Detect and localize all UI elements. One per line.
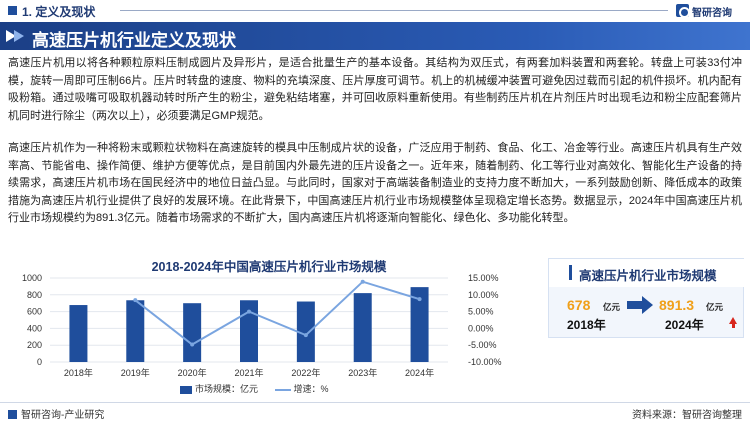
growth-point bbox=[360, 279, 365, 284]
footer-marker-icon bbox=[8, 410, 17, 419]
growth-point bbox=[417, 297, 422, 302]
end-year: 2024年 bbox=[665, 318, 704, 332]
bar-2022年 bbox=[296, 301, 315, 362]
header-divider bbox=[120, 10, 668, 11]
y-left-tick-label: 1000 bbox=[22, 273, 42, 283]
end-value: 891.3 bbox=[659, 297, 695, 313]
start-value: 678 bbox=[567, 297, 591, 313]
bar-2020年 bbox=[183, 303, 202, 362]
x-tick-label: 2020年 bbox=[178, 367, 207, 378]
brand-logo: 智研咨询 bbox=[676, 3, 746, 19]
card-title: 高速压片机行业市场规模 bbox=[579, 269, 717, 283]
data-source: 资料来源：智研咨询整理 bbox=[632, 410, 742, 421]
card-header: 高速压片机行业市场规模 bbox=[549, 259, 745, 287]
x-tick-label: 2023年 bbox=[348, 367, 377, 378]
card-accent-bar bbox=[569, 265, 572, 280]
end-unit: 亿元 bbox=[706, 302, 724, 312]
growth-arrow-tail bbox=[627, 301, 643, 309]
bar-2024年 bbox=[410, 287, 429, 362]
y-left-tick-label: 400 bbox=[27, 323, 42, 333]
bar-2021年 bbox=[240, 300, 258, 362]
bar-2023年 bbox=[353, 293, 372, 362]
growth-point bbox=[133, 298, 138, 303]
y-left-tick-label: 600 bbox=[27, 307, 42, 317]
page-title: 高速压片机行业定义及现状 bbox=[32, 31, 236, 50]
growth-point bbox=[303, 333, 308, 338]
top-header: 1. 定义及现状 智研咨询 bbox=[0, 0, 750, 22]
y-right-tick-label: -5.00% bbox=[468, 340, 497, 350]
y-right-tick-label: 15.00% bbox=[468, 273, 499, 283]
y-right-tick-label: 10.00% bbox=[468, 290, 499, 300]
y-left-tick-label: 0 bbox=[37, 357, 42, 367]
chart-title: 2018-2024年中国高速压片机行业市场规模 bbox=[151, 260, 387, 274]
status-paragraph: 高速压片机作为一种将粉末或颗粒状物料在高速旋转的模具中压制成片状的设备，广泛应用… bbox=[8, 142, 742, 225]
logo-icon bbox=[676, 4, 690, 18]
legend-bar-swatch bbox=[180, 385, 192, 394]
x-tick-label: 2021年 bbox=[234, 367, 263, 378]
market-size-chart: 0 200 400 600 800 1000 -10.00% -5.00% 0.00% 5.00%… bbox=[22, 273, 502, 378]
y-right-tick-label: 0.00% bbox=[468, 323, 494, 333]
x-tick-label: 2022年 bbox=[291, 367, 320, 378]
banner-arrow-icon-secondary bbox=[14, 30, 24, 42]
bar-2018年 bbox=[69, 305, 88, 362]
footer-divider bbox=[0, 402, 750, 403]
bar-2019年 bbox=[126, 300, 145, 362]
chart-legend: 市场规模：亿元 增速：% bbox=[180, 382, 329, 395]
definition-paragraph: 高速压片机用以将各种颗粒原料压制成圆片及异形片，是适合批量生产的基本设备。其结构… bbox=[8, 57, 742, 122]
growth-arrow-icon bbox=[642, 296, 653, 314]
title-banner: 高速压片机行业定义及现状 bbox=[0, 22, 750, 50]
growth-line bbox=[134, 280, 420, 346]
footer-brand-text: 智研咨询-产业研究 bbox=[21, 410, 105, 421]
legend-line-label: 增速：% bbox=[293, 384, 329, 394]
x-tick-label: 2024年 bbox=[405, 367, 434, 378]
banner-arrow-icon bbox=[6, 30, 16, 42]
legend-line-swatch bbox=[274, 388, 291, 391]
growth-point bbox=[190, 342, 195, 347]
footer-brand: 智研咨询-产业研究 bbox=[8, 406, 104, 421]
logo-text: 智研咨询 bbox=[692, 8, 732, 19]
y-left-tick-label: 200 bbox=[27, 340, 42, 350]
y-right-tick-label: -10.00% bbox=[468, 357, 502, 367]
legend-bar-label: 市场规模：亿元 bbox=[195, 384, 259, 394]
start-unit: 亿元 bbox=[603, 302, 621, 312]
up-arrow-icon bbox=[729, 317, 737, 328]
growth-point bbox=[247, 309, 251, 314]
start-year: 2018年 bbox=[567, 318, 606, 332]
x-tick-label: 2019年 bbox=[121, 367, 150, 378]
y-left-tick-label: 800 bbox=[27, 290, 42, 300]
market-size-card: 高速压片机行业市场规模 678 亿元 2018年 891.3 亿元 2024年 bbox=[548, 258, 745, 338]
section-marker-icon bbox=[8, 6, 17, 15]
section-title: 1. 定义及现状 bbox=[22, 5, 96, 19]
y-right-tick-label: 5.00% bbox=[468, 307, 494, 317]
x-tick-label: 2018年 bbox=[64, 367, 93, 378]
